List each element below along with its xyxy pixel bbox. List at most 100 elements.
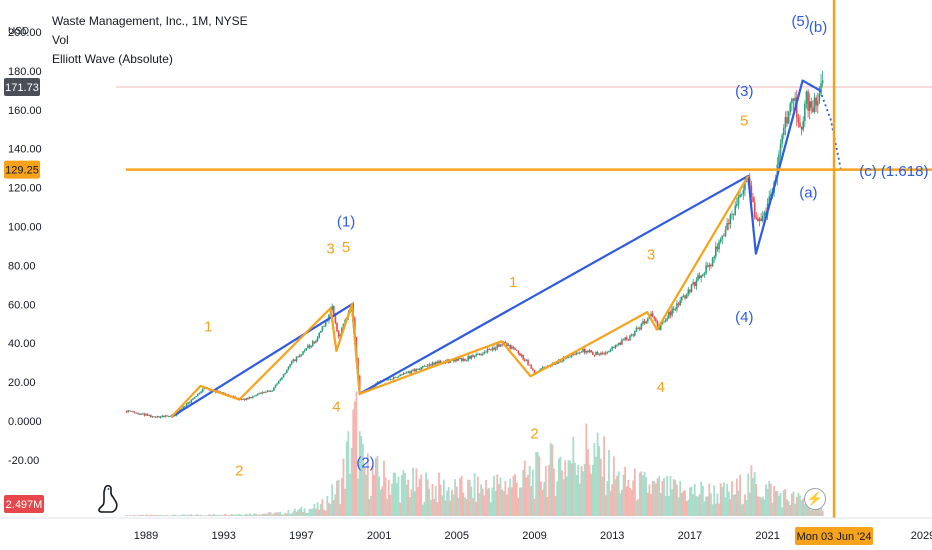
candle-body <box>462 358 465 361</box>
candle-body <box>164 415 167 417</box>
volume-bar <box>525 477 528 516</box>
volume-bar <box>247 514 249 516</box>
candle-body <box>418 369 421 370</box>
legend-elliott-wave[interactable]: Elliott Wave (Absolute) <box>52 52 173 66</box>
candle-body <box>755 217 758 219</box>
candle-body <box>457 358 460 361</box>
volume-bar <box>721 486 724 516</box>
candle-body <box>642 321 644 324</box>
legend-title: Waste Management, Inc., 1M, NYSE <box>52 14 248 28</box>
candle-body <box>337 331 340 337</box>
candle-body <box>795 97 798 118</box>
volume-bar <box>520 487 523 516</box>
candle-body <box>732 214 735 215</box>
volume-bar <box>336 480 338 516</box>
volume-bar <box>774 491 777 516</box>
volume-bar <box>541 489 544 516</box>
x-tick-label: 1997 <box>289 530 313 542</box>
candle-body <box>133 412 136 413</box>
candle-body <box>339 334 342 337</box>
volume-bar <box>446 490 448 516</box>
candle-body <box>700 275 703 278</box>
candle-body <box>400 374 403 376</box>
volume-bar <box>298 508 301 516</box>
volume-bar <box>766 488 769 516</box>
candle-body <box>736 203 738 206</box>
candle-body <box>486 349 489 353</box>
candle-body <box>256 393 259 396</box>
volume-bar <box>460 475 463 516</box>
volume-bar <box>192 515 194 516</box>
candle-body <box>264 391 267 393</box>
candle-body <box>308 345 311 348</box>
candle-body <box>143 413 146 416</box>
candle-body <box>294 359 296 362</box>
volume-bar <box>310 508 313 516</box>
volume-bar <box>722 482 725 516</box>
lightning-icon[interactable]: ⚡ <box>804 488 826 510</box>
volume-bar <box>387 479 390 516</box>
candle-body <box>716 246 719 250</box>
candle-body <box>622 339 625 341</box>
candle-body <box>608 351 610 353</box>
volume-bar <box>462 492 465 516</box>
candle-body <box>132 411 134 413</box>
candle-body <box>391 378 393 380</box>
candle-body <box>388 379 390 381</box>
volume-bar <box>328 502 330 516</box>
candle-body <box>698 275 701 278</box>
candle-body <box>640 323 643 330</box>
candle-body <box>260 393 262 394</box>
candle-body <box>303 350 306 352</box>
volume-bar <box>488 487 491 516</box>
volume-bar <box>671 489 673 516</box>
volume-bar <box>737 490 740 516</box>
volume-bar <box>292 511 295 516</box>
volume-bar <box>397 476 400 516</box>
date-badge: Mon 03 Jun '24 <box>795 527 874 545</box>
wave-series-2[interactable] <box>170 175 750 418</box>
candle-body <box>802 120 805 130</box>
wave-series-1[interactable] <box>170 79 821 419</box>
candle-body <box>758 218 761 222</box>
candle-body <box>580 351 583 353</box>
volume-bar <box>742 503 745 516</box>
volume-bar <box>530 486 533 516</box>
candle-body <box>396 377 398 378</box>
volume-bar <box>438 472 440 516</box>
volume-bar <box>629 487 631 516</box>
volume-bar <box>763 499 766 516</box>
volume-bar <box>383 460 385 516</box>
wave-label: 4 <box>332 398 340 415</box>
x-tick-label: 2001 <box>367 530 391 542</box>
candle-body <box>268 390 270 392</box>
candle-body <box>188 402 191 404</box>
candle-body <box>532 368 534 371</box>
candle-body <box>781 135 783 144</box>
y-tick-label: -20.00 <box>8 455 39 467</box>
level-price-badge-bg <box>4 160 40 179</box>
volume-bar <box>509 478 512 516</box>
volume-bar <box>433 498 436 516</box>
volume-bar <box>536 452 539 516</box>
volume-bar <box>781 507 784 516</box>
candle-body <box>135 412 138 414</box>
legend-volume[interactable]: Vol <box>52 33 69 47</box>
volume-bar <box>587 449 589 516</box>
candle-body <box>744 181 746 191</box>
volume-bar <box>758 496 761 516</box>
candle-body <box>485 351 487 353</box>
candle-body <box>715 246 717 257</box>
wave-label: 1 <box>204 319 212 336</box>
candle-body <box>527 359 529 365</box>
candle-body <box>600 352 602 355</box>
volume-bar <box>444 500 447 516</box>
volume-bar <box>714 503 717 516</box>
candle-body <box>651 313 654 317</box>
volume-bar <box>473 473 476 516</box>
volume-bar <box>778 495 780 516</box>
volume-bar <box>381 486 384 516</box>
volume-bar <box>204 515 207 516</box>
wave-series-3[interactable] <box>819 90 843 173</box>
